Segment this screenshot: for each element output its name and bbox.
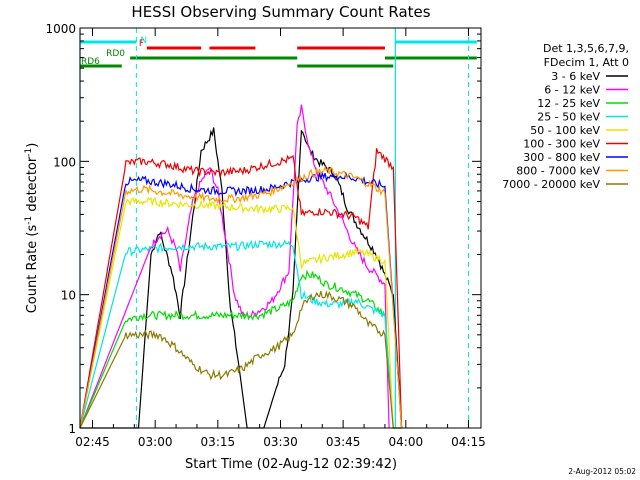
series-line-6 (79, 171, 403, 429)
y-tick-label-3: 1000 (45, 22, 76, 36)
y-label-part2: detector (25, 156, 40, 216)
y-tick-label-0: 1 (68, 422, 76, 436)
vertical-markers (79, 28, 469, 428)
x-tick-label-5: 04:00 (389, 435, 424, 449)
series-line-4 (79, 196, 402, 429)
y-label-sup1: -1 (24, 216, 34, 225)
y-label-sup2: -1 (24, 148, 34, 157)
series-line-8 (79, 290, 402, 429)
x-tick-label-4: 03:45 (326, 435, 361, 449)
legend-label-3: 25 - 50 keV (537, 111, 600, 124)
legend-label-1: 6 - 12 keV (544, 84, 600, 97)
timestamp: 2-Aug-2012 05:02 (568, 467, 636, 476)
chart-title: HESSI Observing Summary Count Rates (131, 3, 430, 21)
series-line-7 (79, 165, 403, 429)
legend: Det 1,3,5,6,7,9, FDecim 1, Att 0 3 - 6 k… (502, 42, 629, 191)
series-line-3 (79, 239, 402, 429)
series-line-5 (79, 148, 403, 429)
legend-label-0: 3 - 6 keV (551, 70, 600, 83)
series-line-2 (79, 269, 402, 429)
series-line-1 (79, 104, 390, 429)
status-label-rd6: RD6 (81, 57, 100, 67)
y-label-part1: Count Rate (s (25, 225, 40, 314)
legend-label-8: 7000 - 20000 keV (502, 178, 600, 191)
axes: 02:45 03:00 03:15 03:30 03:45 04:00 04:15 1 10 10… (45, 22, 485, 449)
x-tick-label-6: 04:15 (451, 435, 486, 449)
legend-header-2: FDecim 1, Att 0 (544, 56, 629, 69)
x-tick-label-1: 03:00 (138, 435, 173, 449)
status-bars: NF RD0 RD6 (80, 36, 477, 68)
x-tick-label-3: 03:30 (263, 435, 298, 449)
series-lines (79, 104, 403, 429)
y-tick-label-1: 10 (61, 289, 76, 303)
legend-label-2: 12 - 25 keV (537, 97, 600, 110)
legend-label-7: 800 - 7000 keV (516, 165, 600, 178)
y-label-part3: ) (25, 143, 40, 148)
legend-label-6: 300 - 800 keV (523, 151, 600, 164)
y-axis-label: Count Rate (s-1 detector-1) (24, 143, 40, 314)
x-tick-label-2: 03:15 (201, 435, 236, 449)
status-label-n: N (140, 36, 147, 46)
plot-frame (79, 27, 482, 429)
x-tick-label-0: 02:45 (75, 435, 110, 449)
legend-label-5: 100 - 300 keV (523, 138, 600, 151)
y-tick-label-2: 100 (53, 155, 76, 169)
status-label-f: F (139, 39, 144, 49)
x-axis-label: Start Time (02-Aug-12 02:39:42) (185, 457, 397, 472)
legend-header-1: Det 1,3,5,6,7,9, (543, 42, 629, 55)
legend-label-4: 50 - 100 keV (530, 124, 600, 137)
status-label-rd0: RD0 (106, 49, 125, 59)
series-line-0 (80, 127, 403, 429)
